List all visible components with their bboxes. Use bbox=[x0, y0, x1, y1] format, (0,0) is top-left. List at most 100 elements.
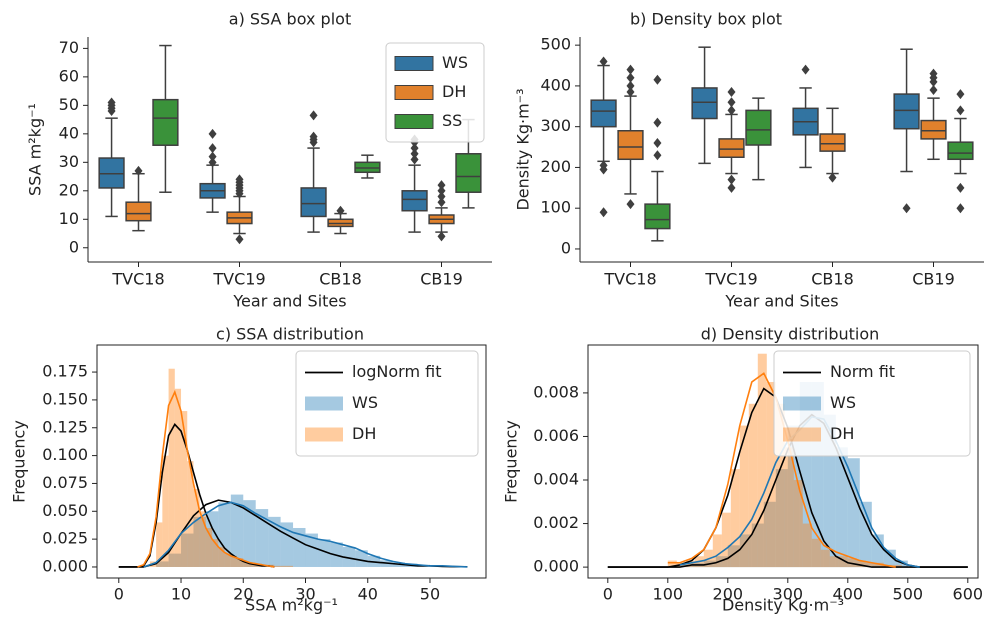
outlier bbox=[309, 131, 318, 142]
outlier bbox=[727, 182, 736, 193]
histogram-bar bbox=[181, 533, 194, 567]
x-tick-label: 0 bbox=[114, 585, 124, 604]
legend-box bbox=[295, 350, 479, 457]
legend-label: DH bbox=[442, 82, 466, 101]
outlier bbox=[828, 172, 837, 183]
histogram-bar bbox=[715, 556, 728, 568]
plot-frame bbox=[587, 344, 979, 579]
y-tick-label: 0 bbox=[561, 238, 571, 257]
histogram-bar bbox=[205, 527, 213, 567]
histogram-bar bbox=[892, 564, 902, 568]
outlier bbox=[107, 97, 116, 108]
y-tick-label: 100 bbox=[540, 198, 571, 217]
y-tick-label: 0 bbox=[69, 237, 79, 256]
histogram-bar bbox=[667, 560, 677, 568]
box bbox=[300, 187, 327, 218]
outlier bbox=[902, 203, 911, 214]
histogram-bar bbox=[237, 558, 244, 567]
x-tick-label: 10 bbox=[171, 585, 191, 604]
histogram-bar bbox=[856, 560, 866, 568]
y-tick-label: 300 bbox=[540, 116, 571, 135]
x-tick-label: 600 bbox=[953, 585, 984, 604]
y-tick-label: 40 bbox=[59, 123, 79, 142]
histogram-bar bbox=[286, 565, 294, 567]
outlier bbox=[653, 117, 662, 128]
histogram-bar bbox=[193, 516, 206, 567]
histogram-bar bbox=[838, 556, 848, 568]
outlier bbox=[437, 185, 446, 196]
box bbox=[691, 87, 718, 120]
outlier bbox=[727, 105, 736, 116]
legend-label: Norm fit bbox=[830, 362, 895, 381]
histogram-bar bbox=[174, 388, 182, 567]
y-axis-label: Density Kg·m⁻³ bbox=[514, 88, 533, 210]
y-tick-label: 0.000 bbox=[42, 556, 88, 575]
legend-label: SS bbox=[442, 111, 462, 130]
y-tick-label: 0.008 bbox=[533, 382, 579, 401]
x-tick-label: CB19 bbox=[420, 270, 463, 289]
histogram-bar bbox=[874, 562, 884, 568]
x-axis-label: SSA m²kg⁻¹ bbox=[245, 596, 338, 615]
outlier bbox=[410, 154, 419, 165]
histogram-bar bbox=[168, 368, 175, 567]
outlier bbox=[626, 80, 635, 91]
histogram-bar bbox=[721, 512, 731, 568]
histogram-bar bbox=[784, 447, 794, 568]
histogram-bar bbox=[305, 533, 318, 567]
outlier bbox=[956, 89, 965, 100]
histogram-bar bbox=[883, 549, 896, 568]
outlier bbox=[956, 105, 965, 116]
curve bbox=[137, 389, 275, 568]
histogram-bar bbox=[274, 565, 281, 567]
histogram-bar bbox=[317, 539, 331, 567]
outlier bbox=[235, 174, 244, 185]
chart-title: b) Density box plot bbox=[630, 10, 782, 29]
x-tick-label: TVC18 bbox=[603, 270, 656, 289]
x-tick-label: TVC19 bbox=[212, 270, 265, 289]
y-tick-label: 0.100 bbox=[42, 445, 88, 464]
legend-swatch bbox=[394, 56, 434, 71]
histogram-bar bbox=[293, 527, 306, 567]
outlier bbox=[336, 205, 345, 216]
y-tick-label: 0.006 bbox=[533, 426, 579, 445]
box bbox=[125, 201, 152, 222]
y-tick-label: 0.150 bbox=[42, 389, 88, 408]
histogram-bar bbox=[751, 523, 764, 568]
legend-label: logNorm fit bbox=[352, 362, 441, 381]
histogram-bar bbox=[162, 455, 169, 567]
outlier bbox=[653, 74, 662, 85]
histogram-bar bbox=[775, 403, 785, 568]
histogram-bar bbox=[218, 546, 225, 567]
x-tick-label: TVC18 bbox=[111, 270, 164, 289]
outlier bbox=[235, 234, 244, 245]
histogram-bar bbox=[793, 480, 803, 568]
histogram-bar bbox=[224, 553, 231, 567]
outlier bbox=[653, 137, 662, 148]
box bbox=[152, 98, 179, 146]
histogram-bar bbox=[802, 523, 812, 568]
x-tick-label: 500 bbox=[893, 585, 924, 604]
y-tick-label: 50 bbox=[59, 95, 79, 114]
outlier bbox=[410, 143, 419, 154]
box bbox=[819, 133, 846, 152]
x-tick-label: 100 bbox=[653, 585, 684, 604]
outlier bbox=[801, 64, 810, 75]
histogram-bar bbox=[847, 458, 860, 568]
outlier bbox=[599, 56, 608, 67]
histogram-bar bbox=[255, 509, 269, 567]
histogram-bar bbox=[757, 353, 767, 568]
outlier bbox=[626, 64, 635, 75]
x-tick-label: CB18 bbox=[811, 270, 854, 289]
x-tick-label: 400 bbox=[833, 585, 864, 604]
y-tick-label: 10 bbox=[59, 209, 79, 228]
outlier bbox=[599, 164, 608, 175]
histogram-bar bbox=[895, 560, 908, 568]
y-tick-label: 400 bbox=[540, 75, 571, 94]
x-tick-label: TVC19 bbox=[704, 270, 757, 289]
histogram-bar bbox=[811, 538, 821, 568]
histogram-bar bbox=[685, 560, 695, 568]
x-tick-label: CB19 bbox=[912, 270, 955, 289]
legend-label: DH bbox=[830, 424, 854, 443]
box bbox=[718, 138, 745, 158]
outlier bbox=[437, 180, 446, 191]
